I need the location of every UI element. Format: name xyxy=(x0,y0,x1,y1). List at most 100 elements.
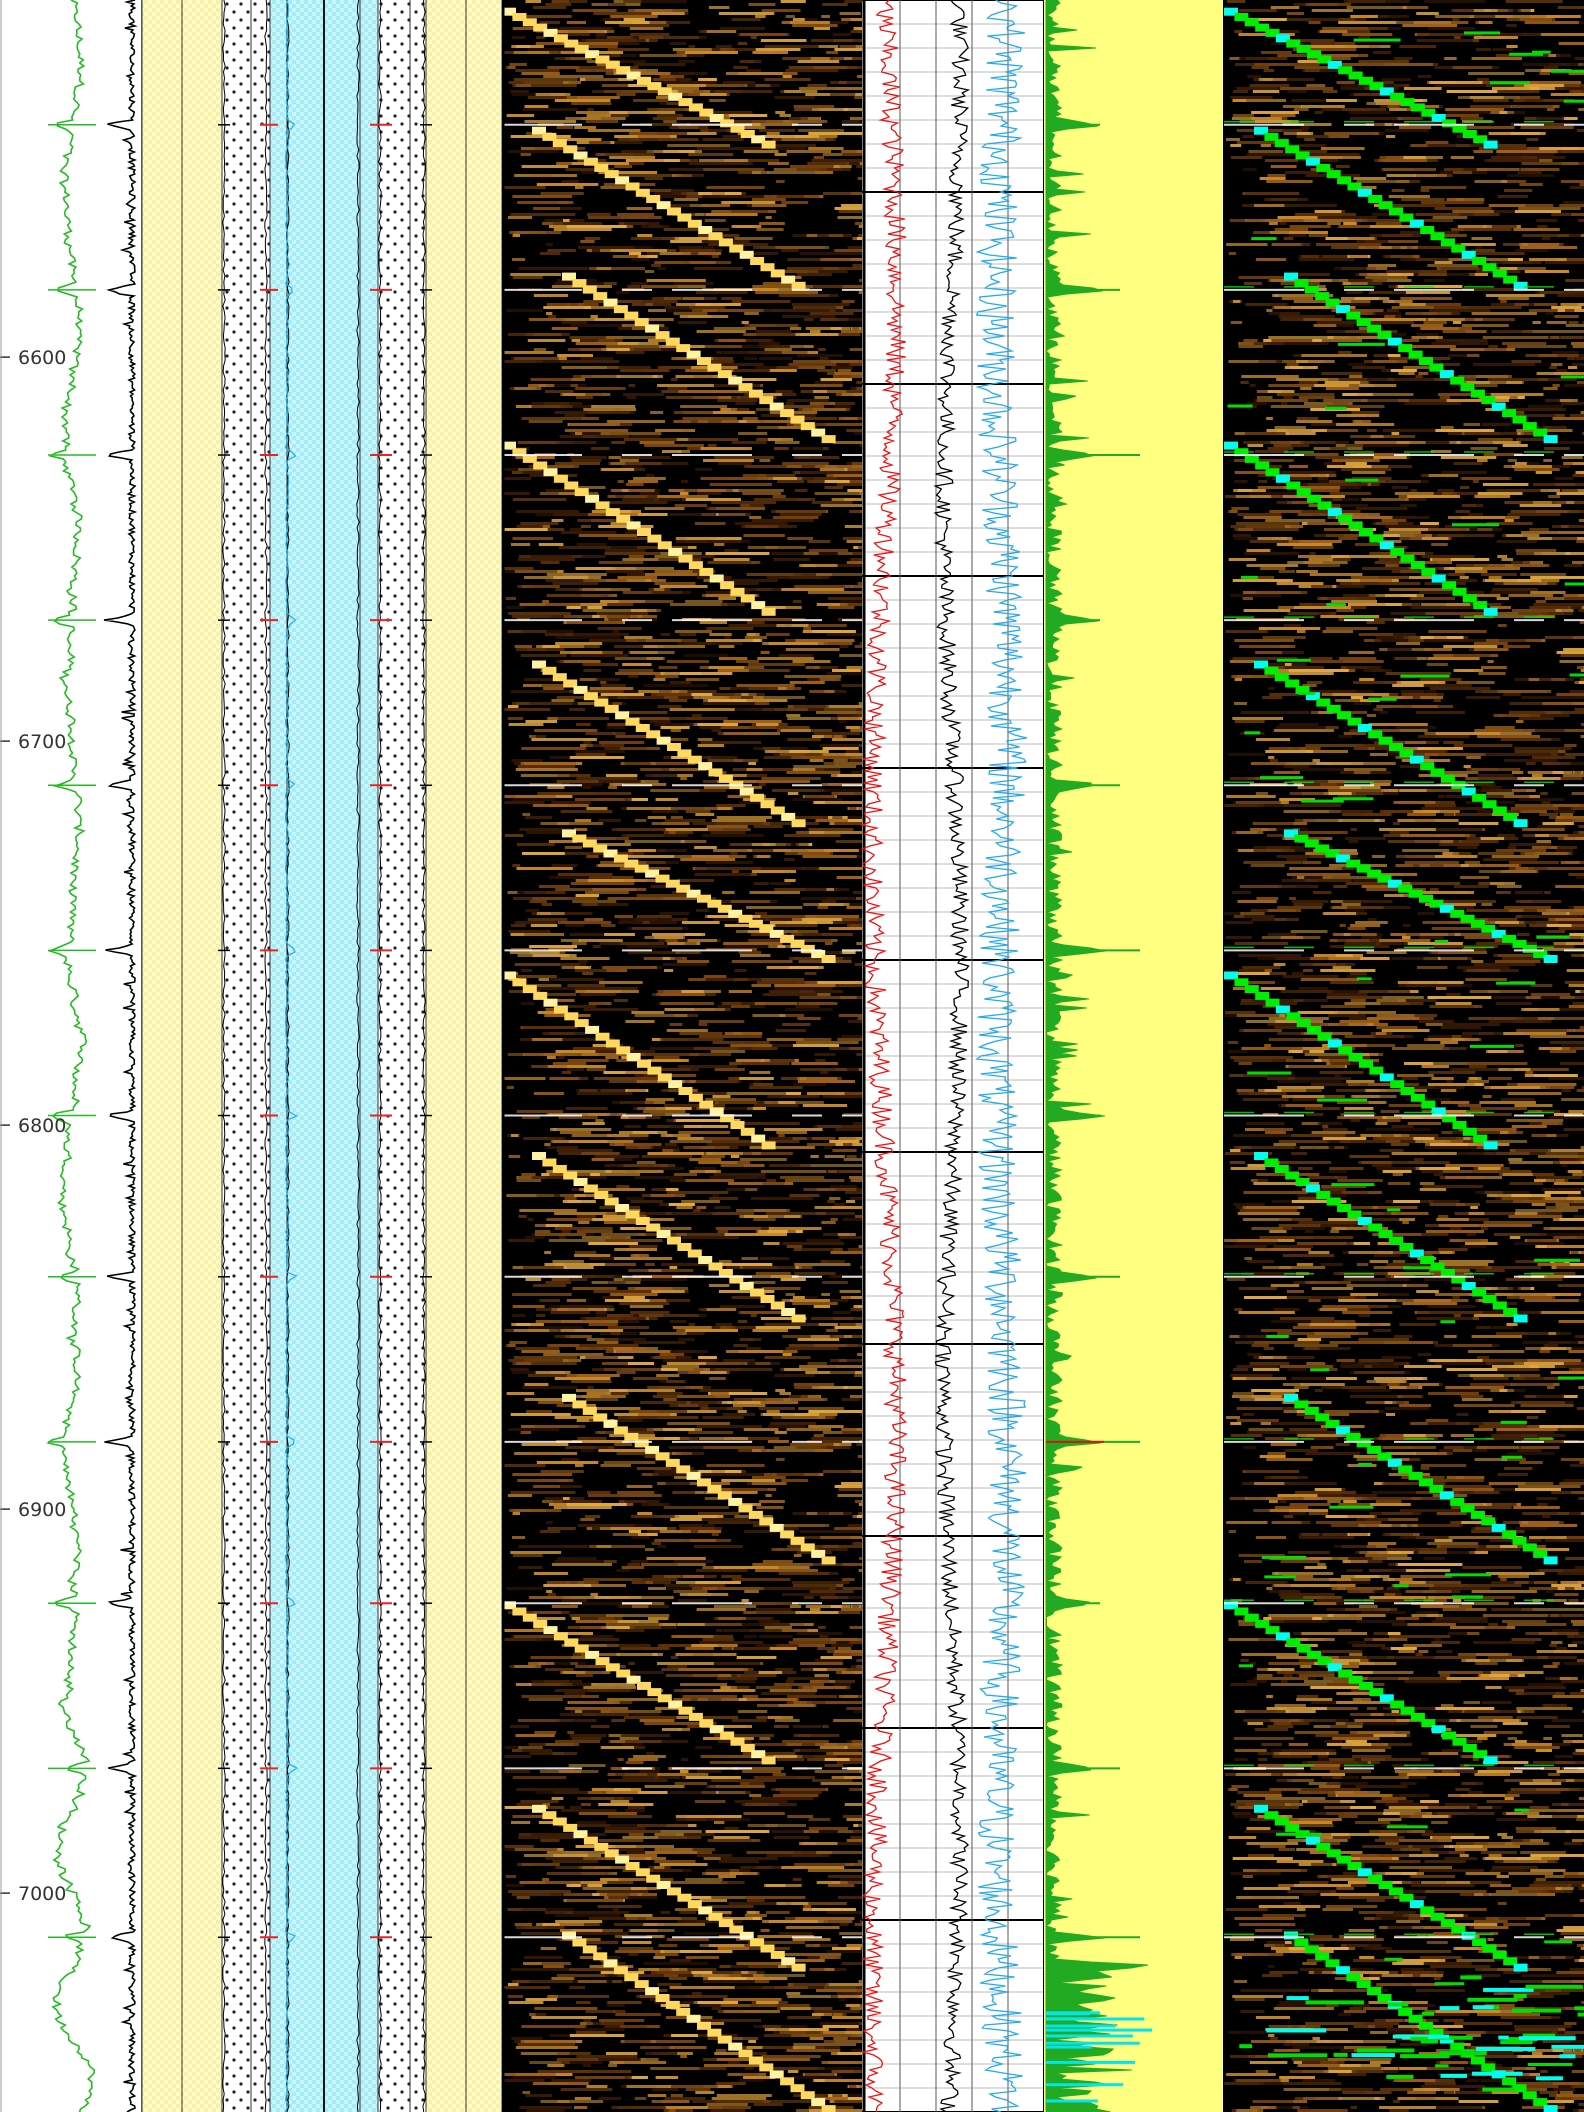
heat-cell xyxy=(699,93,727,96)
heat-diagonal-3 xyxy=(647,534,662,543)
heat-cell xyxy=(667,387,688,390)
heat-diagonal-11 xyxy=(717,2035,732,2044)
heat-cell xyxy=(516,510,580,513)
heat-diagonal-7 xyxy=(760,1295,775,1303)
heat-cell xyxy=(787,2016,821,2019)
heat-cell xyxy=(768,1716,794,1719)
heat-cell xyxy=(560,1131,592,1134)
heat-cell xyxy=(711,1470,725,1473)
heat-cell xyxy=(518,1176,562,1179)
heat-cell xyxy=(594,888,637,891)
heat-cell xyxy=(528,1596,571,1599)
heat-cell xyxy=(636,894,687,897)
heat-cell xyxy=(1403,87,1442,90)
heat-cell xyxy=(859,642,862,645)
heat-cell xyxy=(579,1188,646,1191)
heat-cell xyxy=(558,1116,598,1119)
heat-cell xyxy=(736,1209,790,1212)
heat-cell xyxy=(800,333,839,336)
heat-cell xyxy=(814,1770,862,1773)
heat-cell xyxy=(797,60,840,63)
heat-cell xyxy=(716,1629,723,1632)
heat-diagonal-0 xyxy=(668,92,683,101)
heat-cell xyxy=(776,624,809,627)
heat-cell xyxy=(682,1332,705,1335)
heat-cell xyxy=(508,1359,563,1362)
heat-cell xyxy=(693,1008,731,1011)
heat-cell xyxy=(518,1215,527,1218)
heat-cell xyxy=(690,1539,731,1542)
heat-cell xyxy=(765,1494,772,1497)
heat-cell xyxy=(590,1173,641,1176)
heat-cell xyxy=(839,1359,847,1362)
heat-cell xyxy=(560,360,620,363)
heat-cell xyxy=(1452,18,1460,21)
heat-cell xyxy=(731,210,768,213)
heat-cell xyxy=(565,117,626,120)
heat-cell xyxy=(542,645,560,648)
heat-cell xyxy=(582,435,630,438)
heat-cell xyxy=(685,678,720,681)
heat-cell xyxy=(784,1953,842,1956)
heat-cell xyxy=(564,846,582,849)
heat-cell xyxy=(556,1974,608,1977)
heat-cell xyxy=(606,1212,645,1215)
heat-cell xyxy=(687,939,717,942)
heat-cell xyxy=(508,1239,535,1242)
heat-cell xyxy=(619,1302,670,1305)
heat-cell xyxy=(508,1155,521,1158)
heat-cell xyxy=(765,606,786,609)
heat-cell xyxy=(774,987,833,990)
heat-cell xyxy=(680,951,702,954)
heat-cell xyxy=(575,69,591,72)
heat-cell xyxy=(795,333,803,336)
heat-cell xyxy=(1417,75,1432,78)
heat-diagonal-5 xyxy=(603,849,618,858)
heat-cell xyxy=(678,1524,703,1527)
heat-cell xyxy=(608,1815,652,1818)
heat-diagonal-4 xyxy=(791,819,806,828)
heat-cell xyxy=(718,1290,775,1293)
heat-cell xyxy=(813,1305,830,1308)
heat-cell xyxy=(831,738,862,741)
heat-cell xyxy=(747,849,791,852)
heat-cell xyxy=(831,1995,861,1998)
heat-cell xyxy=(704,219,726,222)
heat-cell xyxy=(854,222,862,225)
heat-cell xyxy=(750,933,787,936)
heat-diagonal-10 xyxy=(625,1862,640,1870)
heat-cell xyxy=(1297,60,1321,63)
heat-cell xyxy=(807,1092,845,1095)
heat-cell xyxy=(718,1791,751,1794)
heat-cell xyxy=(675,1833,715,1836)
heat-cell xyxy=(557,30,615,33)
heat-cell xyxy=(725,72,783,75)
heat-cell xyxy=(823,192,862,195)
heat-cell xyxy=(753,1218,776,1221)
heat-cell xyxy=(847,246,862,249)
heat-cell xyxy=(648,339,669,342)
heat-cell xyxy=(713,558,750,561)
heat-cell xyxy=(512,36,526,39)
heat-cell xyxy=(580,417,599,420)
heat-cell xyxy=(796,1632,843,1635)
heat-cell xyxy=(583,2019,592,2022)
heat-cell xyxy=(801,1248,834,1251)
heat-cell xyxy=(601,468,645,471)
heat-cell xyxy=(698,1023,708,1026)
heat-cell xyxy=(766,1179,776,1182)
heat-cell xyxy=(1271,42,1334,45)
heat-diagonal-7 xyxy=(770,1301,785,1310)
heat-cell xyxy=(769,990,816,993)
heat-cell xyxy=(551,1977,575,1980)
heat-cell xyxy=(628,132,657,135)
heat-cell xyxy=(606,336,670,339)
heat-cell xyxy=(773,849,839,852)
heat-cell xyxy=(509,63,527,66)
heat-cell xyxy=(636,915,672,918)
heat-diagonal-0 xyxy=(533,23,548,32)
heat-cell xyxy=(521,165,569,168)
heat-cell xyxy=(588,1002,612,1005)
heat-cell xyxy=(769,1137,833,1140)
heat-cell xyxy=(692,1992,702,1995)
